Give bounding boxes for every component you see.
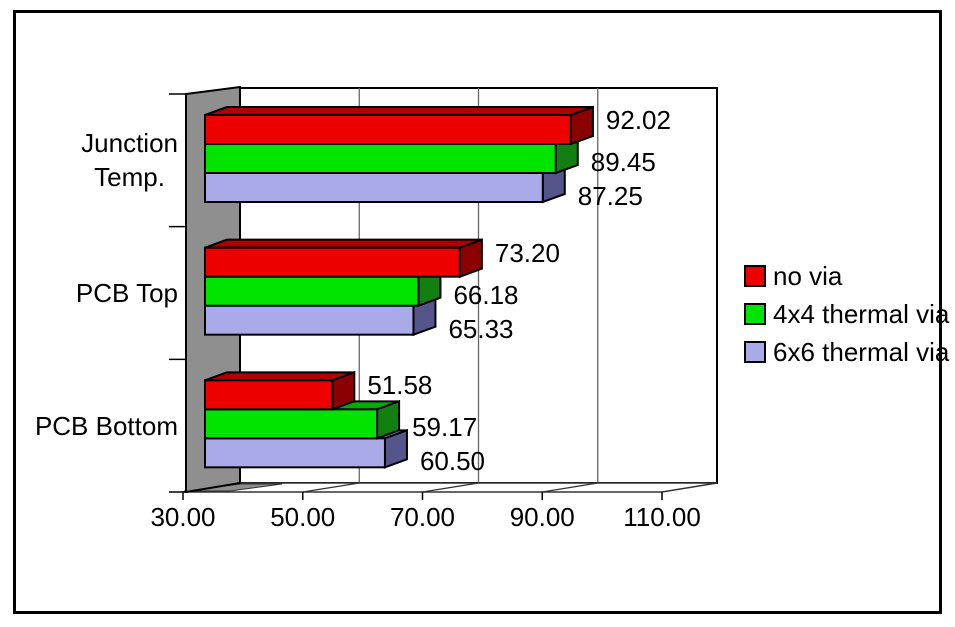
category-label: PCB Bottom: [34, 410, 178, 441]
bar: [204, 143, 557, 174]
category-label: PCB Top: [75, 278, 178, 308]
x-axis-tick-label: 110.00: [623, 502, 701, 532]
floor-gridline: [302, 482, 360, 493]
x-axis-tick-label: 50.00: [270, 502, 336, 532]
bar-top-face: [204, 238, 483, 249]
bar: [204, 304, 415, 336]
legend-swatch-6x6-thermal-via: [744, 341, 766, 363]
bar: [204, 246, 461, 278]
floor-gridline: [542, 482, 598, 493]
bar-top-face: [204, 371, 355, 382]
bar-value-label: 60.50: [419, 446, 486, 477]
bar-value-label: 89.45: [590, 147, 656, 177]
bar-value-label: 87.25: [577, 181, 643, 211]
legend-swatch-no-via: [744, 265, 766, 287]
bar: [204, 379, 334, 411]
x-axis-tick-label: 90.00: [509, 502, 575, 532]
bar: [204, 275, 420, 307]
legend-item: no via: [744, 257, 949, 295]
legend-swatch-4x4-thermal-via: [744, 303, 766, 325]
bar-top-face: [204, 106, 594, 116]
bar-value-label: 92.02: [605, 105, 671, 135]
legend-label: no via: [773, 261, 843, 291]
legend-item: 6x6 thermal via: [744, 333, 949, 371]
bar: [204, 408, 379, 440]
x-axis-tick-label: 30.00: [150, 502, 216, 532]
legend: no via 4x4 thermal via 6x6 thermal via: [744, 257, 949, 371]
bar: [204, 114, 572, 145]
bar-value-label: 59.17: [412, 412, 478, 443]
legend-item: 4x4 thermal via: [744, 295, 949, 333]
bar-value-label: 51.58: [367, 370, 433, 401]
bar-value-label: 73.20: [494, 237, 560, 268]
legend-label: 6x6 thermal via: [773, 337, 950, 367]
floor-gridline: [422, 482, 479, 493]
bar-value-label: 66.18: [453, 279, 519, 310]
bar: [204, 172, 544, 203]
category-label: Junction Temp.: [81, 128, 178, 193]
bar: [204, 437, 386, 469]
legend-label: 4x4 thermal via: [773, 299, 950, 329]
bar-value-label: 65.33: [448, 313, 514, 344]
x-axis-tick-label: 70.00: [389, 502, 456, 532]
